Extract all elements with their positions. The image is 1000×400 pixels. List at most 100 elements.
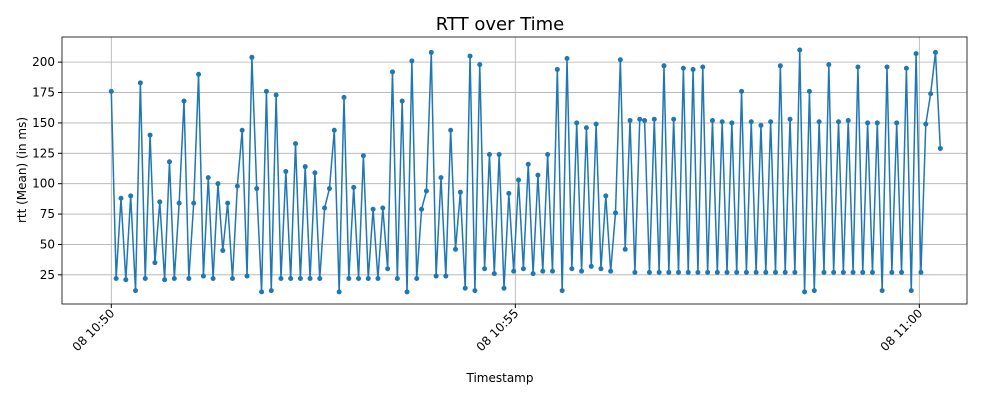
data-point: [147, 132, 153, 138]
data-point: [229, 275, 235, 281]
y-tick-label: 25: [40, 268, 55, 282]
data-point: [632, 269, 638, 275]
data-point: [787, 116, 793, 122]
data-point: [680, 65, 686, 71]
data-point: [729, 120, 735, 126]
data-point: [724, 269, 730, 275]
data-point: [656, 269, 662, 275]
data-point: [855, 64, 861, 70]
data-point: [894, 120, 900, 126]
data-point: [908, 288, 914, 294]
data-point: [496, 152, 502, 158]
data-point: [574, 120, 580, 126]
data-point: [884, 64, 890, 70]
data-point: [583, 125, 589, 131]
data-point: [191, 200, 197, 206]
data-point: [462, 285, 468, 291]
data-point: [923, 121, 929, 127]
data-point: [239, 127, 245, 133]
data-point: [346, 275, 352, 281]
data-line: [110, 49, 942, 292]
data-point: [477, 62, 483, 68]
data-point: [234, 183, 240, 189]
data-point: [414, 275, 420, 281]
data-point: [307, 275, 313, 281]
data-point: [676, 269, 682, 275]
data-point: [889, 269, 895, 275]
data-point: [836, 119, 842, 125]
data-point: [821, 269, 827, 275]
data-point: [302, 164, 308, 170]
data-point: [409, 58, 415, 64]
data-point: [491, 271, 497, 277]
data-point: [545, 152, 551, 158]
data-point: [613, 210, 619, 216]
data-point: [840, 269, 846, 275]
data-point: [360, 153, 366, 159]
data-point: [540, 268, 546, 274]
data-point: [443, 273, 449, 279]
data-point: [758, 122, 764, 128]
data-point: [705, 269, 711, 275]
data-point: [617, 57, 623, 63]
data-point: [763, 269, 769, 275]
data-point: [535, 172, 541, 178]
data-point: [312, 170, 318, 176]
data-point: [753, 269, 759, 275]
data-point: [113, 275, 119, 281]
data-point: [322, 205, 328, 211]
data-point: [637, 116, 643, 122]
data-point: [603, 193, 609, 199]
data-point: [176, 200, 182, 206]
data-point: [516, 177, 522, 183]
data-point: [579, 268, 585, 274]
data-point: [118, 195, 124, 201]
data-point: [336, 289, 342, 295]
data-point: [709, 117, 715, 123]
data-point: [913, 51, 919, 57]
data-point: [326, 186, 332, 192]
data-point: [157, 199, 163, 205]
data-point: [166, 159, 172, 165]
data-point: [700, 64, 706, 70]
data-point: [472, 288, 478, 294]
data-point: [816, 119, 822, 125]
data-point: [152, 260, 158, 266]
y-tick-label: 200: [32, 55, 55, 69]
data-point: [200, 273, 206, 279]
data-point: [423, 188, 429, 194]
data-point: [399, 98, 405, 104]
data-point: [802, 289, 808, 295]
data-point: [181, 98, 187, 104]
data-point: [220, 248, 226, 254]
y-tick-label: 175: [32, 86, 55, 100]
data-point: [254, 186, 260, 192]
data-point: [215, 181, 221, 187]
data-point: [356, 275, 362, 281]
data-point: [511, 268, 517, 274]
data-point: [389, 69, 395, 75]
data-point: [375, 275, 381, 281]
data-point: [874, 120, 880, 126]
data-point: [171, 275, 177, 281]
data-point: [831, 269, 837, 275]
data-point: [317, 275, 323, 281]
data-point: [714, 269, 720, 275]
data-point: [918, 269, 924, 275]
data-point: [448, 127, 454, 133]
data-point: [385, 266, 391, 272]
data-point: [283, 169, 289, 175]
data-point: [690, 66, 696, 72]
data-point: [865, 120, 871, 126]
data-point: [428, 49, 434, 55]
data-point: [651, 116, 657, 122]
y-tick-label: 125: [32, 146, 55, 160]
data-point: [797, 47, 803, 53]
data-point: [899, 269, 905, 275]
y-tick-label: 50: [40, 237, 55, 251]
data-point: [768, 119, 774, 125]
data-point: [433, 273, 439, 279]
data-point: [108, 88, 114, 94]
data-point: [554, 66, 560, 72]
